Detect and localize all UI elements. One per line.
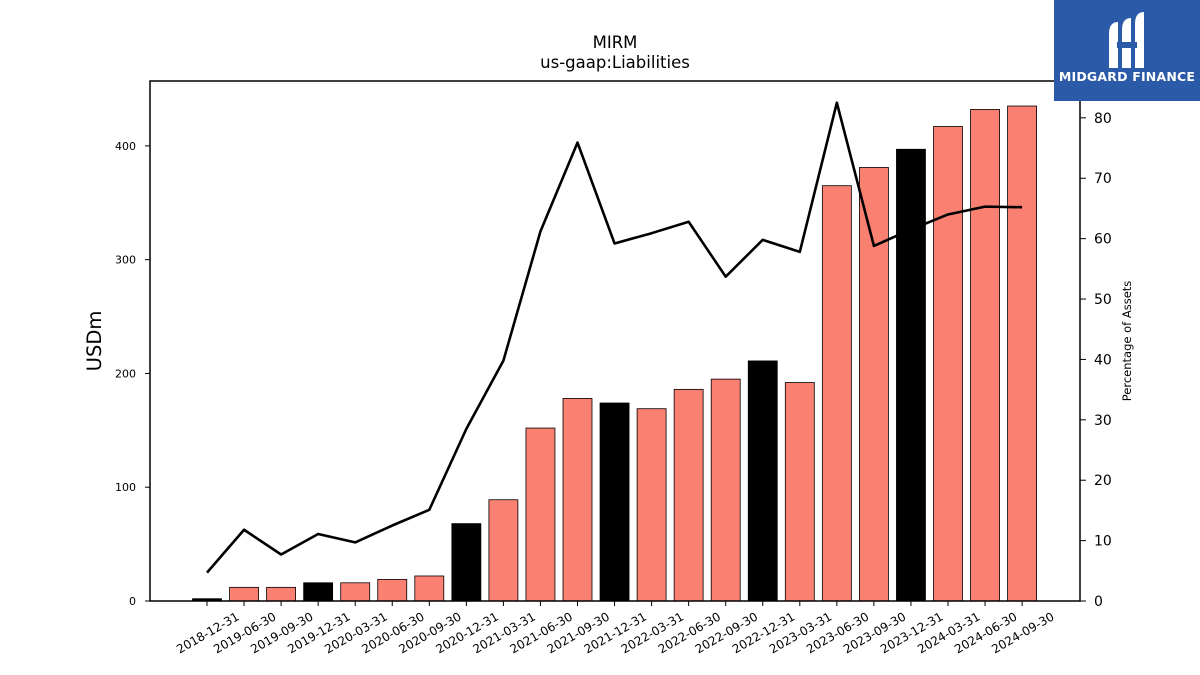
y-tick-label: 100: [115, 481, 136, 494]
line-series: [206, 101, 1023, 574]
bar: [821, 185, 852, 602]
bar: [784, 382, 815, 602]
y-tick-label: 0: [129, 595, 136, 608]
bar: [303, 582, 334, 602]
y2-tick-label: 40: [1094, 352, 1112, 368]
bar: [970, 109, 1000, 602]
chart-title: MIRM: [593, 33, 638, 52]
logo-text: MIDGARD FINANCE: [1058, 69, 1196, 84]
y-axis-left: 0 100 200 300 400: [115, 140, 150, 608]
bar: [1007, 105, 1037, 602]
y-tick-label: 300: [115, 254, 136, 267]
y2-tick-label: 0: [1094, 594, 1103, 610]
y-tick-label: 200: [115, 367, 136, 380]
y2-tick-label: 30: [1094, 413, 1112, 429]
bar: [673, 388, 704, 602]
y2-tick-label: 10: [1094, 534, 1112, 550]
bar: [896, 148, 926, 602]
bar: [710, 378, 741, 602]
y2-axis-label: Percentage of Assets: [1120, 281, 1134, 402]
bar: [599, 402, 630, 602]
bar: [488, 499, 519, 602]
midgard-logo-icon: [1109, 12, 1144, 68]
bar-series: [192, 105, 1037, 602]
bar: [747, 360, 778, 602]
bar: [377, 578, 408, 602]
y2-tick-label: 70: [1094, 171, 1112, 187]
chart-subtitle: us-gaap:Liabilities: [540, 53, 690, 72]
brand-logo: MIDGARD FINANCE: [1054, 0, 1200, 101]
bar: [451, 523, 482, 602]
bar: [229, 586, 259, 602]
bar: [933, 126, 963, 602]
bar: [525, 427, 556, 602]
bar: [636, 408, 667, 602]
bar: [562, 398, 593, 602]
y-axis-right: 0 10 20 30 40 50 60 70 80: [1080, 111, 1112, 610]
x-axis: 2018-12-312019-06-302019-09-302019-12-31…: [174, 601, 1057, 656]
bar: [340, 582, 371, 602]
y2-tick-label: 20: [1094, 473, 1112, 489]
bar: [414, 575, 445, 602]
y2-tick-label: 80: [1094, 111, 1112, 127]
bar: [859, 167, 889, 602]
y2-tick-label: 60: [1094, 232, 1112, 248]
y-axis-label: USDm: [83, 311, 106, 372]
y-tick-label: 400: [115, 140, 136, 153]
y2-tick-label: 50: [1094, 292, 1112, 308]
bar: [266, 586, 297, 602]
